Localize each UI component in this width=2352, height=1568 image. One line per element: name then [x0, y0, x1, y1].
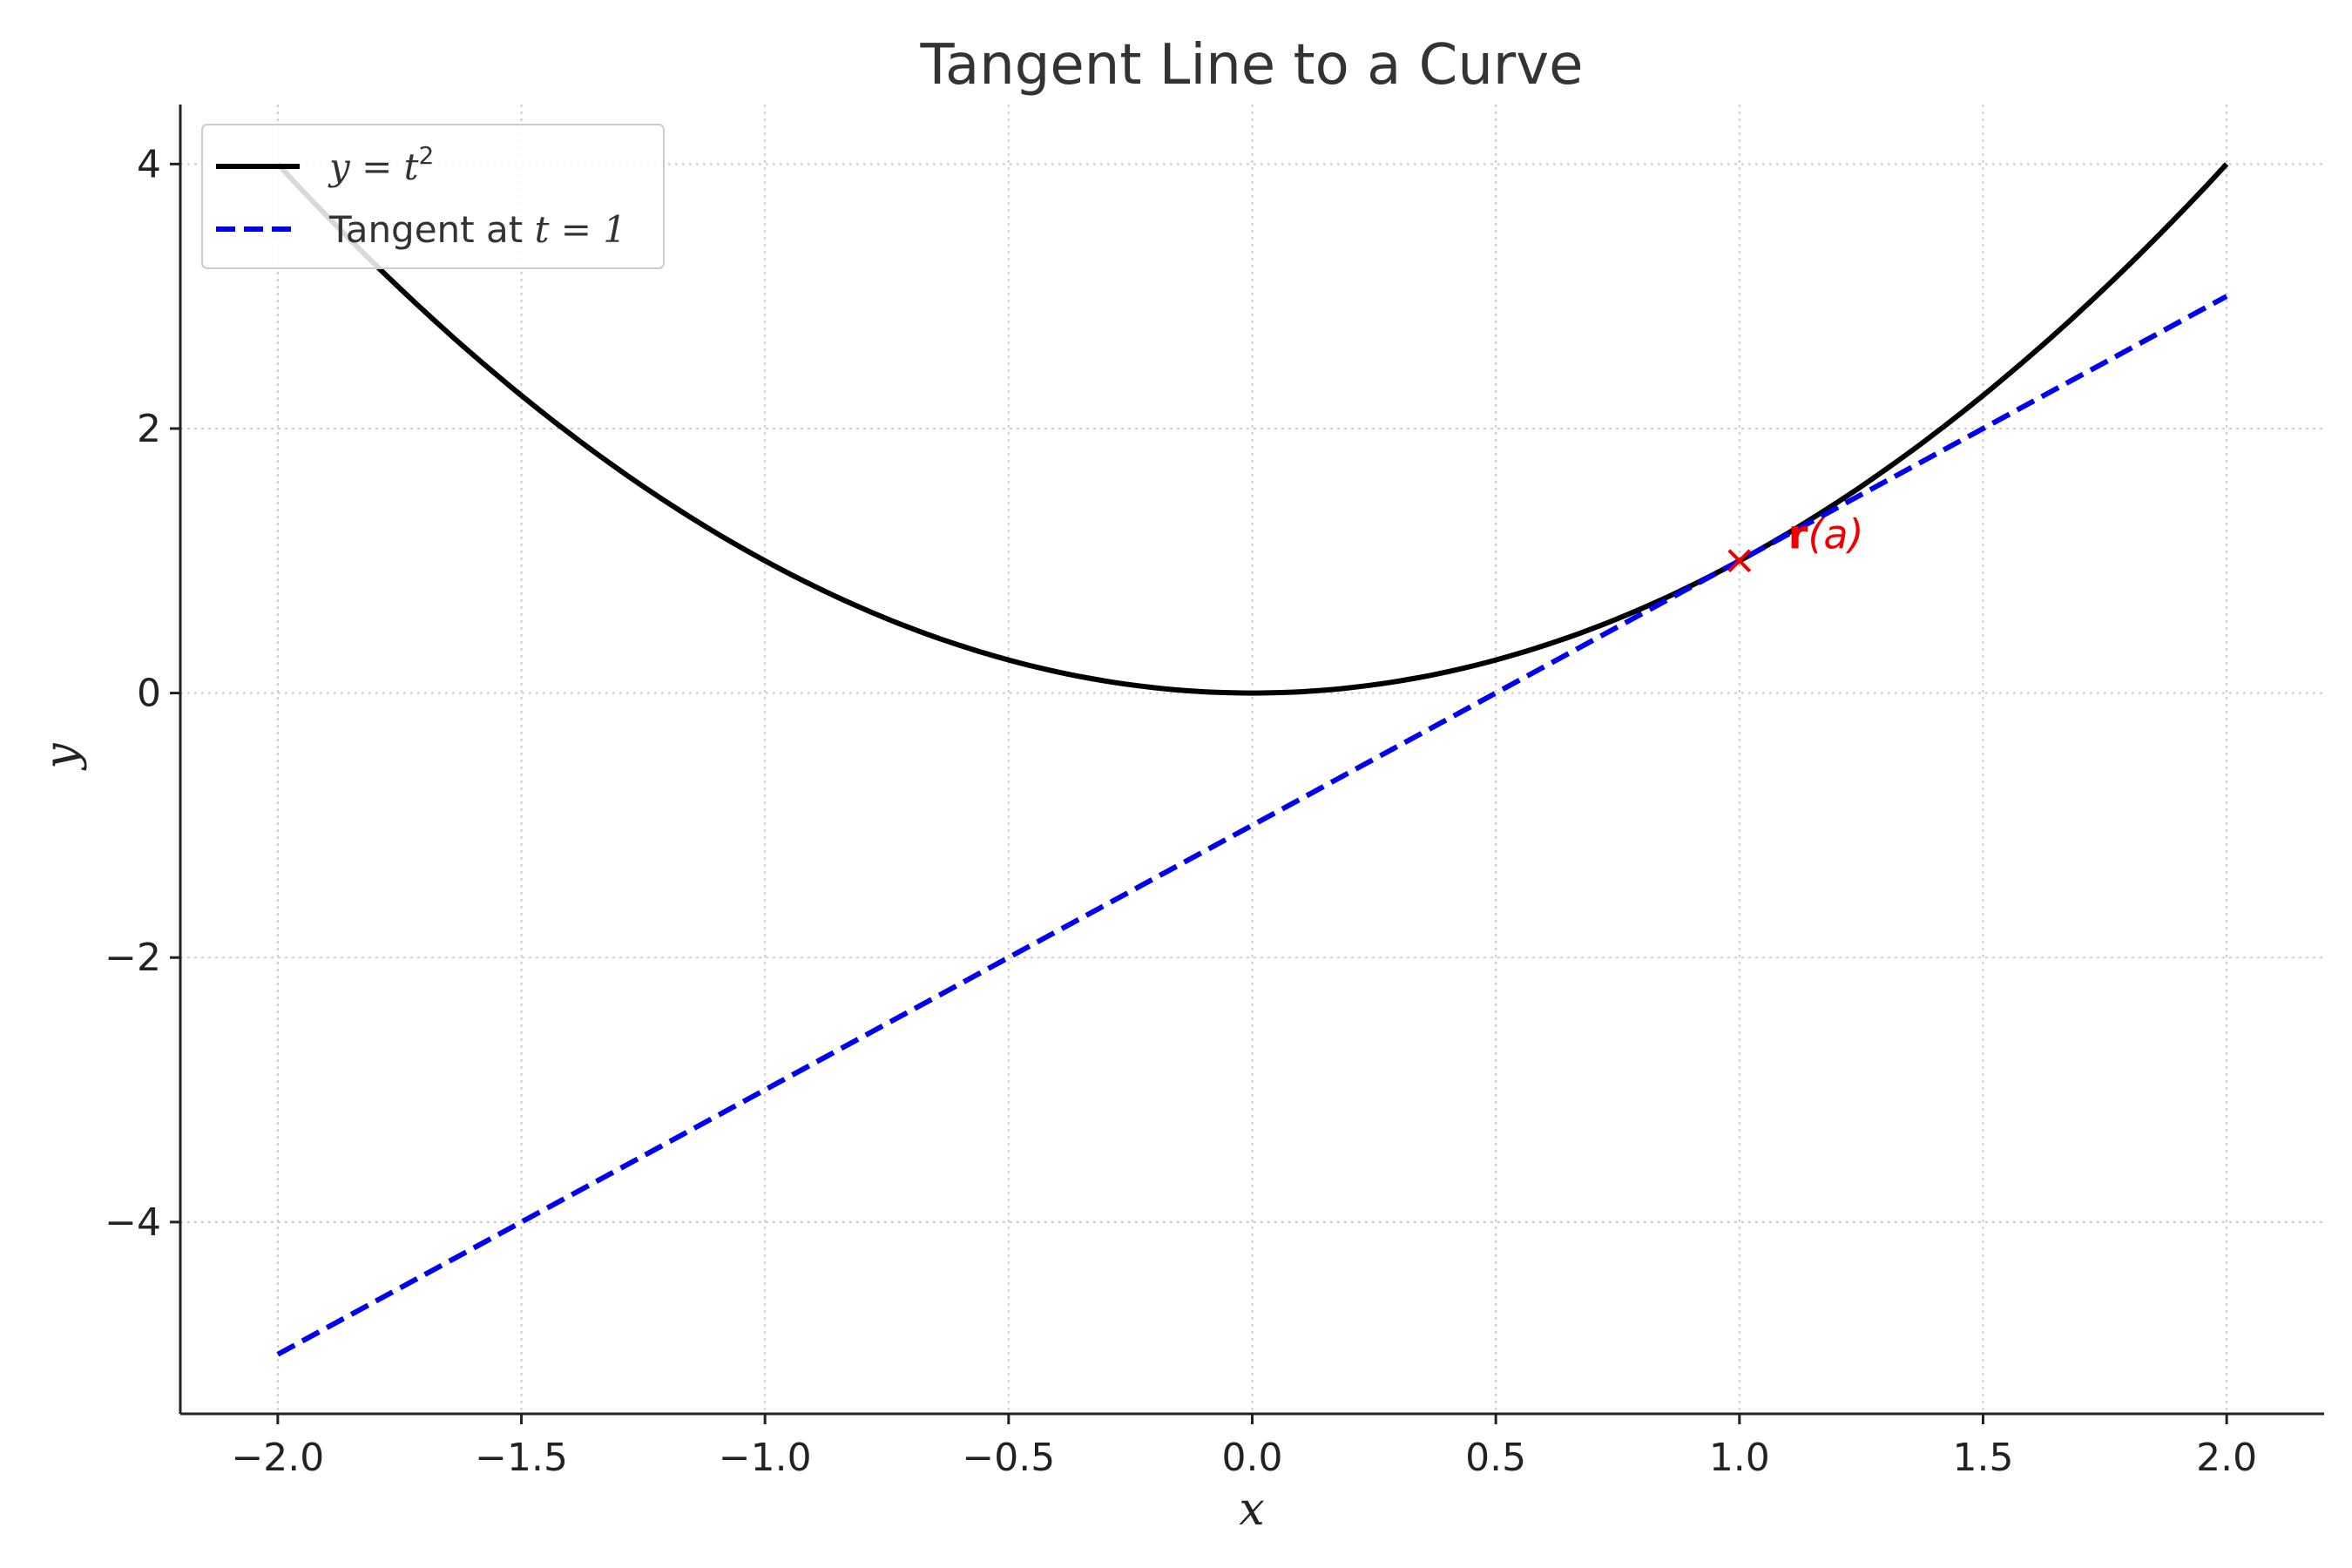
x-tick-label: 2.0: [2196, 1436, 2257, 1480]
legend-math-part: t = 1: [535, 208, 627, 251]
y-tick-label: −2: [105, 936, 161, 980]
parabola-series-line: [275, 162, 2229, 696]
tick-labels: −2.0 −1.5 −1.0 −0.5 0.0 0.5 1.0 1.5 2.0 4 2 0 −2 −4: [105, 142, 2257, 1480]
label-bold-part: r: [1788, 510, 1808, 558]
annotation-layer: r(a): [1727, 510, 1864, 573]
x-tick-label: −1.5: [475, 1436, 568, 1480]
legend-text-part: Tangent at: [328, 208, 535, 251]
x-tick-label: −2.0: [231, 1436, 324, 1480]
legend: y = t2 Tangent at t = 1: [201, 124, 665, 269]
y-tick-label: −4: [105, 1200, 161, 1245]
marker-stroke: [1727, 549, 1752, 573]
tangent-point-marker: [1727, 549, 1752, 573]
chart-title: Tangent Line to a Curve: [920, 33, 1584, 98]
legend-math-part: y = t: [328, 145, 419, 188]
y-tick-label: 0: [137, 672, 161, 716]
y-axis-label: y: [36, 743, 88, 771]
x-tick-label: 1.5: [1952, 1436, 2013, 1480]
tangent-series-line: [276, 294, 2228, 1357]
label-rest-part: (a): [1808, 510, 1863, 558]
y-tick-label: 2: [137, 407, 161, 451]
series-layer: [275, 162, 2229, 1357]
legend-label-parabola: y = t2: [328, 141, 434, 188]
legend-label-tangent: Tangent at t = 1: [328, 208, 626, 251]
x-axis-label: x: [1239, 1484, 1264, 1536]
x-tick-label: 0.0: [1222, 1436, 1283, 1480]
legend-box: [201, 124, 665, 269]
legend-superscript: 2: [419, 141, 435, 170]
y-tick-label: 4: [137, 142, 161, 186]
axes: [170, 105, 2324, 1424]
x-tick-label: −1.0: [719, 1436, 812, 1480]
x-tick-label: 0.5: [1465, 1436, 1526, 1480]
x-tick-label: −0.5: [962, 1436, 1055, 1480]
tangent-point-label: r(a): [1788, 510, 1864, 558]
x-tick-label: 1.0: [1709, 1436, 1770, 1480]
